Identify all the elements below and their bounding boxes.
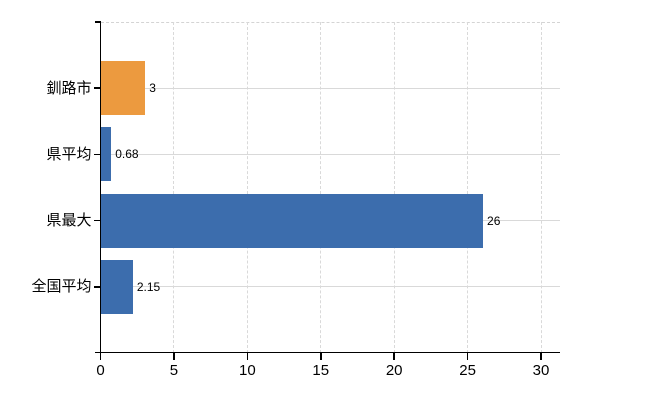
x-axis-tick xyxy=(99,353,102,360)
vertical-gridline xyxy=(393,22,395,353)
x-tick-label: 30 xyxy=(532,362,550,379)
vertical-gridline xyxy=(540,22,542,353)
vertical-gridline xyxy=(246,22,248,353)
y-axis-tick xyxy=(93,153,101,156)
x-axis-tick xyxy=(246,353,249,360)
category-gridline xyxy=(101,87,560,89)
category-label: 釧路市 xyxy=(46,79,92,97)
vertical-gridline xyxy=(320,22,322,353)
y-axis-tick xyxy=(93,87,101,89)
x-tick-label: 25 xyxy=(459,362,476,379)
category-label: 県平均 xyxy=(46,145,92,163)
x-axis-tick xyxy=(393,353,395,360)
plot-top-gridline xyxy=(100,21,560,23)
y-axis-tick xyxy=(93,286,101,288)
y-axis-tick xyxy=(93,219,101,222)
bar-3 xyxy=(101,259,133,314)
y-axis xyxy=(99,22,102,353)
y-axis-top-tick xyxy=(94,21,101,23)
category-label: 全国平均 xyxy=(31,278,92,296)
x-axis-tick xyxy=(540,353,542,360)
x-tick-label: 5 xyxy=(169,362,179,379)
x-axis-tick xyxy=(466,353,469,360)
vertical-gridline xyxy=(173,22,175,353)
category-gridline xyxy=(101,153,560,155)
vertical-gridline xyxy=(467,22,469,353)
x-axis xyxy=(94,351,560,353)
bar-0 xyxy=(101,61,146,116)
x-axis-tick xyxy=(320,353,322,360)
bar-2 xyxy=(101,193,484,248)
x-tick-label: 0 xyxy=(96,362,105,379)
bar-value-label: 0.68 xyxy=(115,147,139,162)
x-tick-label: 20 xyxy=(385,362,403,379)
bar-value-label: 3 xyxy=(149,81,156,96)
bar-1 xyxy=(101,127,112,182)
x-tick-label: 15 xyxy=(312,362,330,379)
x-axis-tick xyxy=(173,353,175,360)
x-tick-label: 10 xyxy=(238,362,256,379)
bar-value-label: 2.15 xyxy=(136,279,161,294)
category-label: 県最大 xyxy=(46,212,92,230)
bar-value-label: 26 xyxy=(487,213,501,228)
category-gridline xyxy=(101,286,560,288)
